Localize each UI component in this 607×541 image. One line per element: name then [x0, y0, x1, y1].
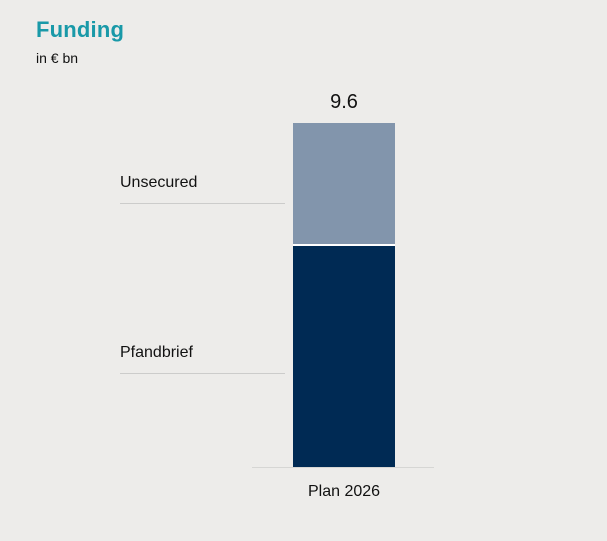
chart-title: Funding — [36, 17, 125, 42]
pfandbrief-leader-line — [120, 373, 285, 374]
bar-segment-pfandbrief — [293, 246, 395, 467]
stacked-bar-plan-2026 — [293, 123, 395, 467]
series-label-pfandbrief-text: Pfandbrief — [120, 344, 193, 361]
chart-unit-label: in € bn — [36, 50, 79, 66]
bar-total-value-label: 9.6 — [330, 91, 358, 113]
x-axis-line — [252, 467, 434, 468]
category-label-plan-2026: Plan 2026 — [307, 483, 381, 500]
series-label-unsecured-text: Unsecured — [120, 174, 198, 191]
series-label-unsecured: Unsecured — [120, 172, 285, 204]
bar-segment-unsecured — [293, 123, 395, 245]
series-label-pfandbrief: Pfandbrief — [120, 342, 285, 374]
unsecured-leader-line — [120, 203, 285, 204]
